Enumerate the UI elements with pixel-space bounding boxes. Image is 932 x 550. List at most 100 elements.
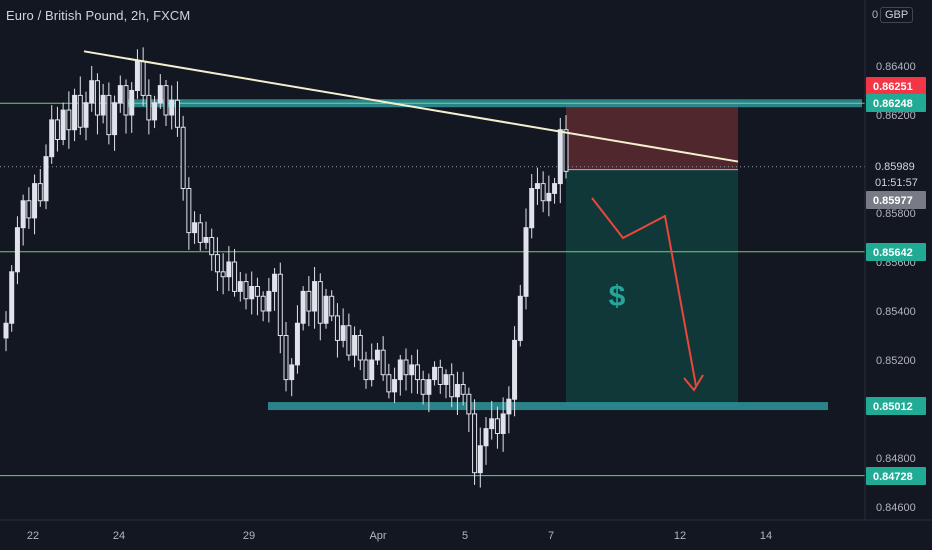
y-tick-label: 0.85800	[876, 208, 916, 220]
candle-body	[340, 325, 346, 341]
support-zone	[268, 402, 828, 411]
candle-body	[540, 183, 546, 202]
candles	[3, 47, 569, 488]
candle-body	[169, 99, 175, 116]
x-tick-label: 29	[243, 530, 255, 542]
y-tick-label: 0.84600	[876, 502, 916, 514]
candle-body	[517, 295, 523, 341]
candle-body	[272, 273, 278, 292]
candle-body	[317, 281, 323, 324]
candle-body	[214, 254, 220, 273]
candle-body	[60, 109, 66, 140]
candle-body	[140, 60, 146, 96]
candle-body	[129, 90, 135, 116]
candle-body	[363, 359, 369, 381]
currency-button[interactable]: GBP	[880, 7, 914, 23]
candle-body	[294, 322, 300, 366]
candle-body	[323, 295, 329, 324]
candle-body	[289, 364, 295, 381]
candle-body	[180, 126, 186, 189]
price-tag-teal	[866, 397, 926, 415]
candle-body	[506, 398, 512, 415]
candle-body	[494, 418, 500, 434]
candle-body	[83, 102, 89, 128]
candle-body	[226, 261, 232, 278]
current-price-text: 0.85989	[875, 161, 915, 173]
x-tick-label: 12	[674, 530, 686, 542]
candle-body	[254, 286, 260, 297]
candle-body	[374, 349, 380, 361]
candle-body	[237, 281, 243, 292]
candle-body	[489, 418, 495, 430]
x-tick-label: 5	[462, 530, 468, 542]
candle-body	[89, 80, 95, 104]
candle-body	[277, 273, 283, 336]
candle-body	[37, 183, 43, 202]
candle-body	[134, 60, 140, 91]
candle-body	[369, 359, 375, 381]
candle-body	[329, 295, 335, 317]
price-tag-text: 0.86248	[873, 98, 913, 110]
candle-body	[186, 188, 192, 234]
candle-body	[414, 364, 420, 381]
candle-body	[203, 237, 209, 243]
candle-body	[409, 364, 415, 376]
candle-body	[94, 80, 100, 116]
price-tag-grey	[866, 191, 926, 209]
projection-arrow	[591, 197, 697, 387]
candle-body	[26, 200, 32, 219]
take-profit-zone	[566, 169, 738, 407]
candle-body	[500, 413, 506, 434]
x-tick-label: Apr	[369, 530, 386, 542]
candle-body	[220, 271, 226, 278]
candle-body	[420, 379, 426, 395]
candle-body	[249, 286, 255, 300]
candle-body	[49, 119, 55, 158]
stop-loss-zone	[566, 102, 738, 170]
candle-body	[546, 192, 552, 202]
candle-body	[14, 227, 20, 273]
symbol-title[interactable]: Euro / British Pound, 2h, FXCM	[6, 8, 191, 23]
candle-body	[72, 94, 78, 131]
x-tick-label: 14	[760, 530, 772, 542]
candle-body	[460, 384, 466, 395]
candle-body	[66, 109, 72, 131]
candle-body	[209, 237, 215, 256]
candle-body	[306, 290, 312, 312]
current-price-box	[867, 173, 927, 191]
trendline	[83, 50, 739, 163]
price-labels: 0.862510.862480.8598901:51:570.859770.85…	[866, 77, 927, 485]
candle-body	[157, 85, 163, 104]
candle-body	[397, 359, 403, 381]
horizontal-lines	[0, 102, 865, 477]
price-tag-text: 0.85642	[873, 247, 913, 259]
time-axis: 22 24 29 Apr 5 7 12 14	[0, 519, 932, 542]
candle-body	[163, 85, 169, 116]
candle-body	[112, 102, 118, 136]
candle-body	[534, 183, 540, 190]
x-tick-label: 7	[548, 530, 554, 542]
x-tick-label: 24	[113, 530, 125, 542]
candle-body	[437, 366, 443, 386]
candle-body	[32, 183, 38, 219]
candle-body	[454, 384, 460, 398]
price-tag-text: 0.85012	[873, 401, 913, 413]
candle-body	[266, 290, 272, 312]
price-tag-text: 0.84728	[873, 471, 913, 483]
candle-body	[243, 281, 249, 300]
candle-body	[43, 156, 49, 202]
candle-body	[552, 183, 558, 194]
price-tag-red	[866, 77, 926, 95]
candle-body	[100, 94, 106, 116]
drawings	[83, 50, 739, 392]
candle-body	[557, 129, 563, 185]
current-price-box	[867, 157, 927, 175]
y-tick-label: 0.85200	[876, 355, 916, 367]
candle-body	[77, 94, 83, 128]
candle-body	[403, 359, 409, 376]
candle-body	[117, 85, 123, 104]
price-tag-teal	[866, 243, 926, 261]
candle-body	[260, 295, 266, 312]
